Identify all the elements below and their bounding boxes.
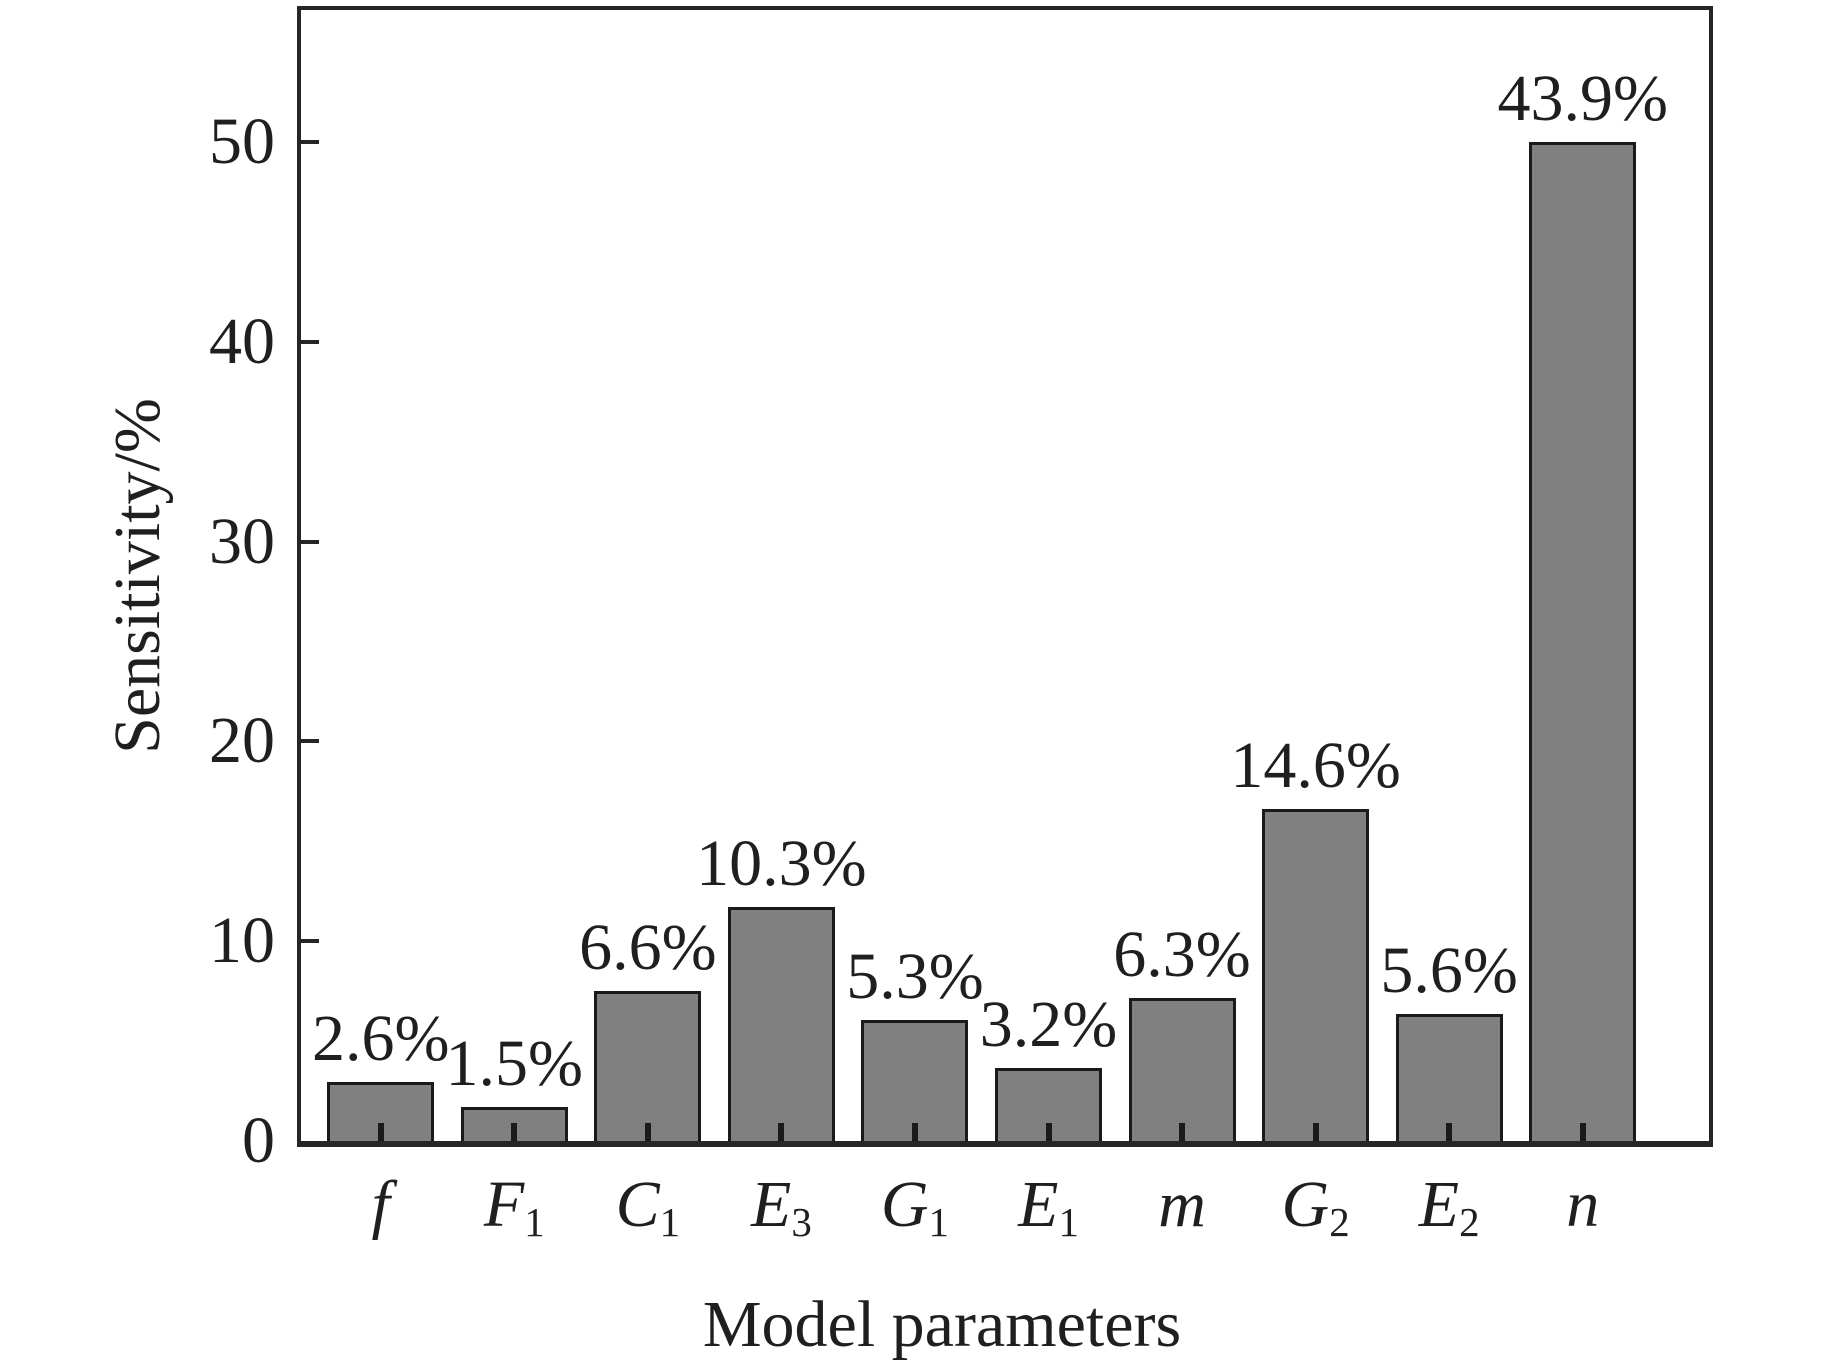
bar-value-label: 1.5% [445, 1026, 583, 1100]
bar-value-label: 43.9% [1497, 61, 1668, 135]
y-tick-label: 20 [209, 704, 275, 778]
x-axis-tick [911, 1123, 918, 1141]
x-axis-tick [1045, 1123, 1052, 1141]
x-category-label: G2 [1281, 1168, 1350, 1246]
bar-value-label: 6.3% [1113, 917, 1251, 991]
bar [594, 990, 702, 1141]
bar-value-label: 10.3% [696, 826, 867, 900]
bar-value-label: 5.3% [846, 940, 984, 1014]
plot-area: 2.6% 1.5% 6.6% 10.3% 5.3% 3.2% 6.3% 14.6% 5.6% 43… [297, 6, 1713, 1147]
x-category-label: G1 [880, 1168, 949, 1246]
bar [1262, 808, 1370, 1141]
bar [1128, 997, 1236, 1141]
bar-value-label: 5.6% [1380, 933, 1518, 1007]
y-axis-tick [301, 739, 319, 744]
bar-value-label: 2.6% [311, 1001, 450, 1075]
y-axis-tick [301, 539, 319, 544]
y-tick-label: 0 [242, 1104, 275, 1177]
y-tick-label: 30 [209, 504, 275, 578]
y-axis-tick [301, 139, 319, 144]
x-axis-tick [1312, 1123, 1319, 1141]
x-category-label: E3 [750, 1168, 812, 1246]
bar-value-label: 3.2% [979, 988, 1118, 1062]
x-category-label: E1 [1018, 1168, 1079, 1246]
y-axis-tick [301, 939, 319, 944]
bar [727, 906, 835, 1141]
y-tick-label: 40 [209, 304, 275, 378]
x-axis-tick [778, 1123, 785, 1141]
x-category-label: C1 [615, 1168, 681, 1246]
x-category-label: f [371, 1168, 390, 1241]
y-axis-tick [301, 339, 319, 344]
bar [1395, 1013, 1503, 1141]
y-axis-title: Sensitivity/% [101, 398, 174, 754]
x-axis-tick [1179, 1123, 1186, 1141]
x-category-label: n [1566, 1168, 1600, 1241]
x-axis-tick [644, 1123, 651, 1141]
x-category-label: m [1158, 1168, 1206, 1241]
bar [1529, 141, 1637, 1141]
x-axis-tick [1446, 1123, 1453, 1141]
bar [861, 1020, 969, 1141]
y-tick-label: 50 [209, 104, 275, 178]
y-tick-label: 10 [209, 904, 275, 978]
bar-value-label: 14.6% [1230, 728, 1401, 802]
x-axis-tick [1579, 1123, 1586, 1141]
x-axis-title: Model parameters [702, 1288, 1182, 1361]
x-axis-tick [377, 1123, 384, 1141]
x-category-label: F1 [483, 1168, 545, 1246]
x-category-label: E2 [1418, 1168, 1480, 1246]
x-axis-tick [511, 1123, 518, 1141]
bar-value-label: 6.6% [579, 910, 717, 984]
